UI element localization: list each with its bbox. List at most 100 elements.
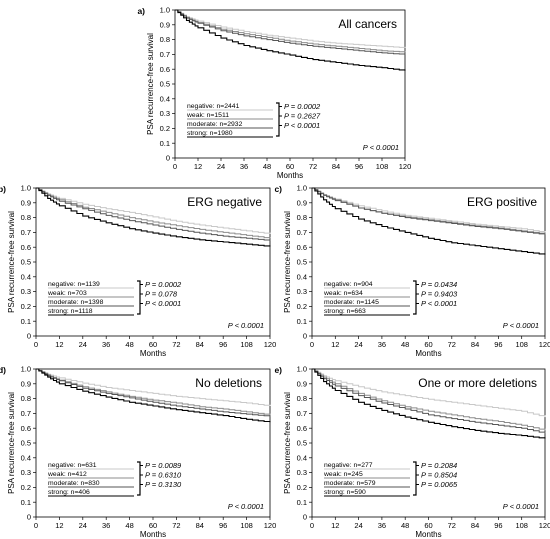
legend-label: negative: n=1139 [48,281,100,288]
x-tick-label: 96 [219,340,227,349]
y-tick-label: 0.1 [297,498,307,507]
x-tick-label: 48 [401,521,409,530]
legend-label: moderate: n=1145 [324,299,379,306]
y-tick-label: 0.1 [297,317,307,326]
y-tick-label: 0.5 [297,439,307,448]
legend-label: strong: n=406 [48,489,90,496]
y-tick-label: 0.9 [160,20,170,29]
y-tick-label: 0.7 [297,409,307,418]
x-tick-label: 24 [354,340,362,349]
x-axis-label: Months [140,349,166,358]
x-tick-label: 60 [149,340,157,349]
series-line-4 [175,9,406,71]
x-axis-label: Months [415,349,441,358]
legend-label: strong: n=1118 [48,308,93,315]
y-tick-label: 0.3 [21,468,31,477]
series-line-3 [36,187,271,241]
overall-p-value: P < 0.0001 [363,143,399,152]
x-tick-label: 120 [539,340,550,349]
y-tick-label: 0.3 [21,287,31,296]
legend-label: weak: n=245 [323,471,363,478]
x-tick-label: 108 [376,162,389,171]
overall-p-value: P < 0.0001 [228,502,264,511]
y-tick-label: 0.4 [297,272,307,281]
legend-label: weak: n=412 [47,471,87,478]
x-tick-label: 120 [399,162,412,171]
y-axis-label: PSA recurrence-free survival [283,392,292,494]
y-tick-label: 0 [27,513,31,522]
chart-panel-d: 0 12 24 36 48 60 72 84 96 108 120 0 0.1 0.2 0.3 0.4 0.5 0… [0,365,276,539]
pairwise-p-value: P = 0.2084 [421,461,457,470]
x-tick-label: 12 [55,340,63,349]
y-tick-label: 0.2 [297,302,307,311]
chart-title: One or more deletions [418,376,537,390]
x-tick-label: 72 [309,162,317,171]
y-tick-label: 0.4 [160,94,170,103]
x-tick-label: 96 [494,521,502,530]
panel-label: c) [274,184,282,194]
x-tick-label: 0 [310,340,314,349]
y-axis-label: PSA recurrence-free survival [7,211,16,313]
y-tick-label: 0.7 [160,50,170,59]
x-tick-label: 120 [264,521,277,530]
x-tick-label: 108 [240,521,253,530]
pairwise-p-value: P = 0.3130 [145,480,182,489]
x-tick-label: 108 [515,521,528,530]
y-tick-label: 1.0 [21,365,31,374]
chart-panel-b: 0 12 24 36 48 60 72 84 96 108 120 0 0.1 0.2 0.3 0.4 0.5 0… [0,184,276,358]
x-tick-label: 120 [264,340,277,349]
x-tick-label: 84 [196,340,204,349]
y-tick-label: 0.5 [21,258,31,267]
pairwise-p-value: P = 0.078 [145,290,178,299]
legend-label: negative: n=277 [324,462,373,469]
pairwise-p-value: P = 0.0089 [145,461,182,470]
legend-label: moderate: n=579 [324,480,376,487]
panel-label: e) [274,365,282,375]
x-axis-label: Months [277,171,303,180]
x-tick-label: 12 [331,340,339,349]
x-tick-label: 36 [240,162,248,171]
x-tick-label: 48 [125,521,133,530]
x-tick-label: 36 [378,340,386,349]
y-tick-label: 0 [303,332,307,341]
y-tick-label: 0.1 [21,317,31,326]
x-tick-label: 0 [34,521,38,530]
y-tick-label: 0.2 [21,302,31,311]
y-tick-label: 0.9 [297,379,307,388]
chart-title: ERG positive [467,195,537,209]
y-tick-label: 0.4 [21,453,31,462]
x-tick-label: 72 [172,340,180,349]
y-tick-label: 0.3 [297,468,307,477]
x-tick-label: 60 [424,521,432,530]
x-tick-label: 72 [172,521,180,530]
y-tick-label: 0.7 [21,409,31,418]
pairwise-p-value: P < 0.0001 [284,121,320,130]
x-tick-label: 108 [240,340,253,349]
series-line-2 [36,368,271,415]
series-line-2 [36,187,271,239]
pairwise-p-value: P = 0.6310 [145,471,182,480]
y-axis-label: PSA recurrence-free survival [7,392,16,494]
y-axis-label: PSA recurrence-free survival [146,33,155,135]
pairwise-p-value: P = 0.0002 [145,280,182,289]
y-tick-label: 0.4 [21,272,31,281]
x-tick-label: 84 [471,340,479,349]
series-line-3 [36,368,271,417]
legend-label: weak: n=1511 [186,112,229,119]
x-tick-label: 84 [332,162,340,171]
y-tick-label: 0.3 [297,287,307,296]
x-tick-label: 48 [401,340,409,349]
x-tick-label: 96 [219,521,227,530]
x-tick-label: 108 [515,340,528,349]
chart-title: No deletions [195,376,262,390]
x-tick-label: 24 [79,521,87,530]
legend-label: negative: n=904 [324,281,373,288]
legend-label: strong: n=1980 [187,130,233,137]
legend-label: strong: n=590 [324,489,366,496]
p-bracket [137,461,141,496]
y-tick-label: 0.5 [160,80,170,89]
y-axis-label: PSA recurrence-free survival [283,211,292,313]
y-tick-label: 0.6 [160,65,170,74]
x-tick-label: 96 [494,340,502,349]
